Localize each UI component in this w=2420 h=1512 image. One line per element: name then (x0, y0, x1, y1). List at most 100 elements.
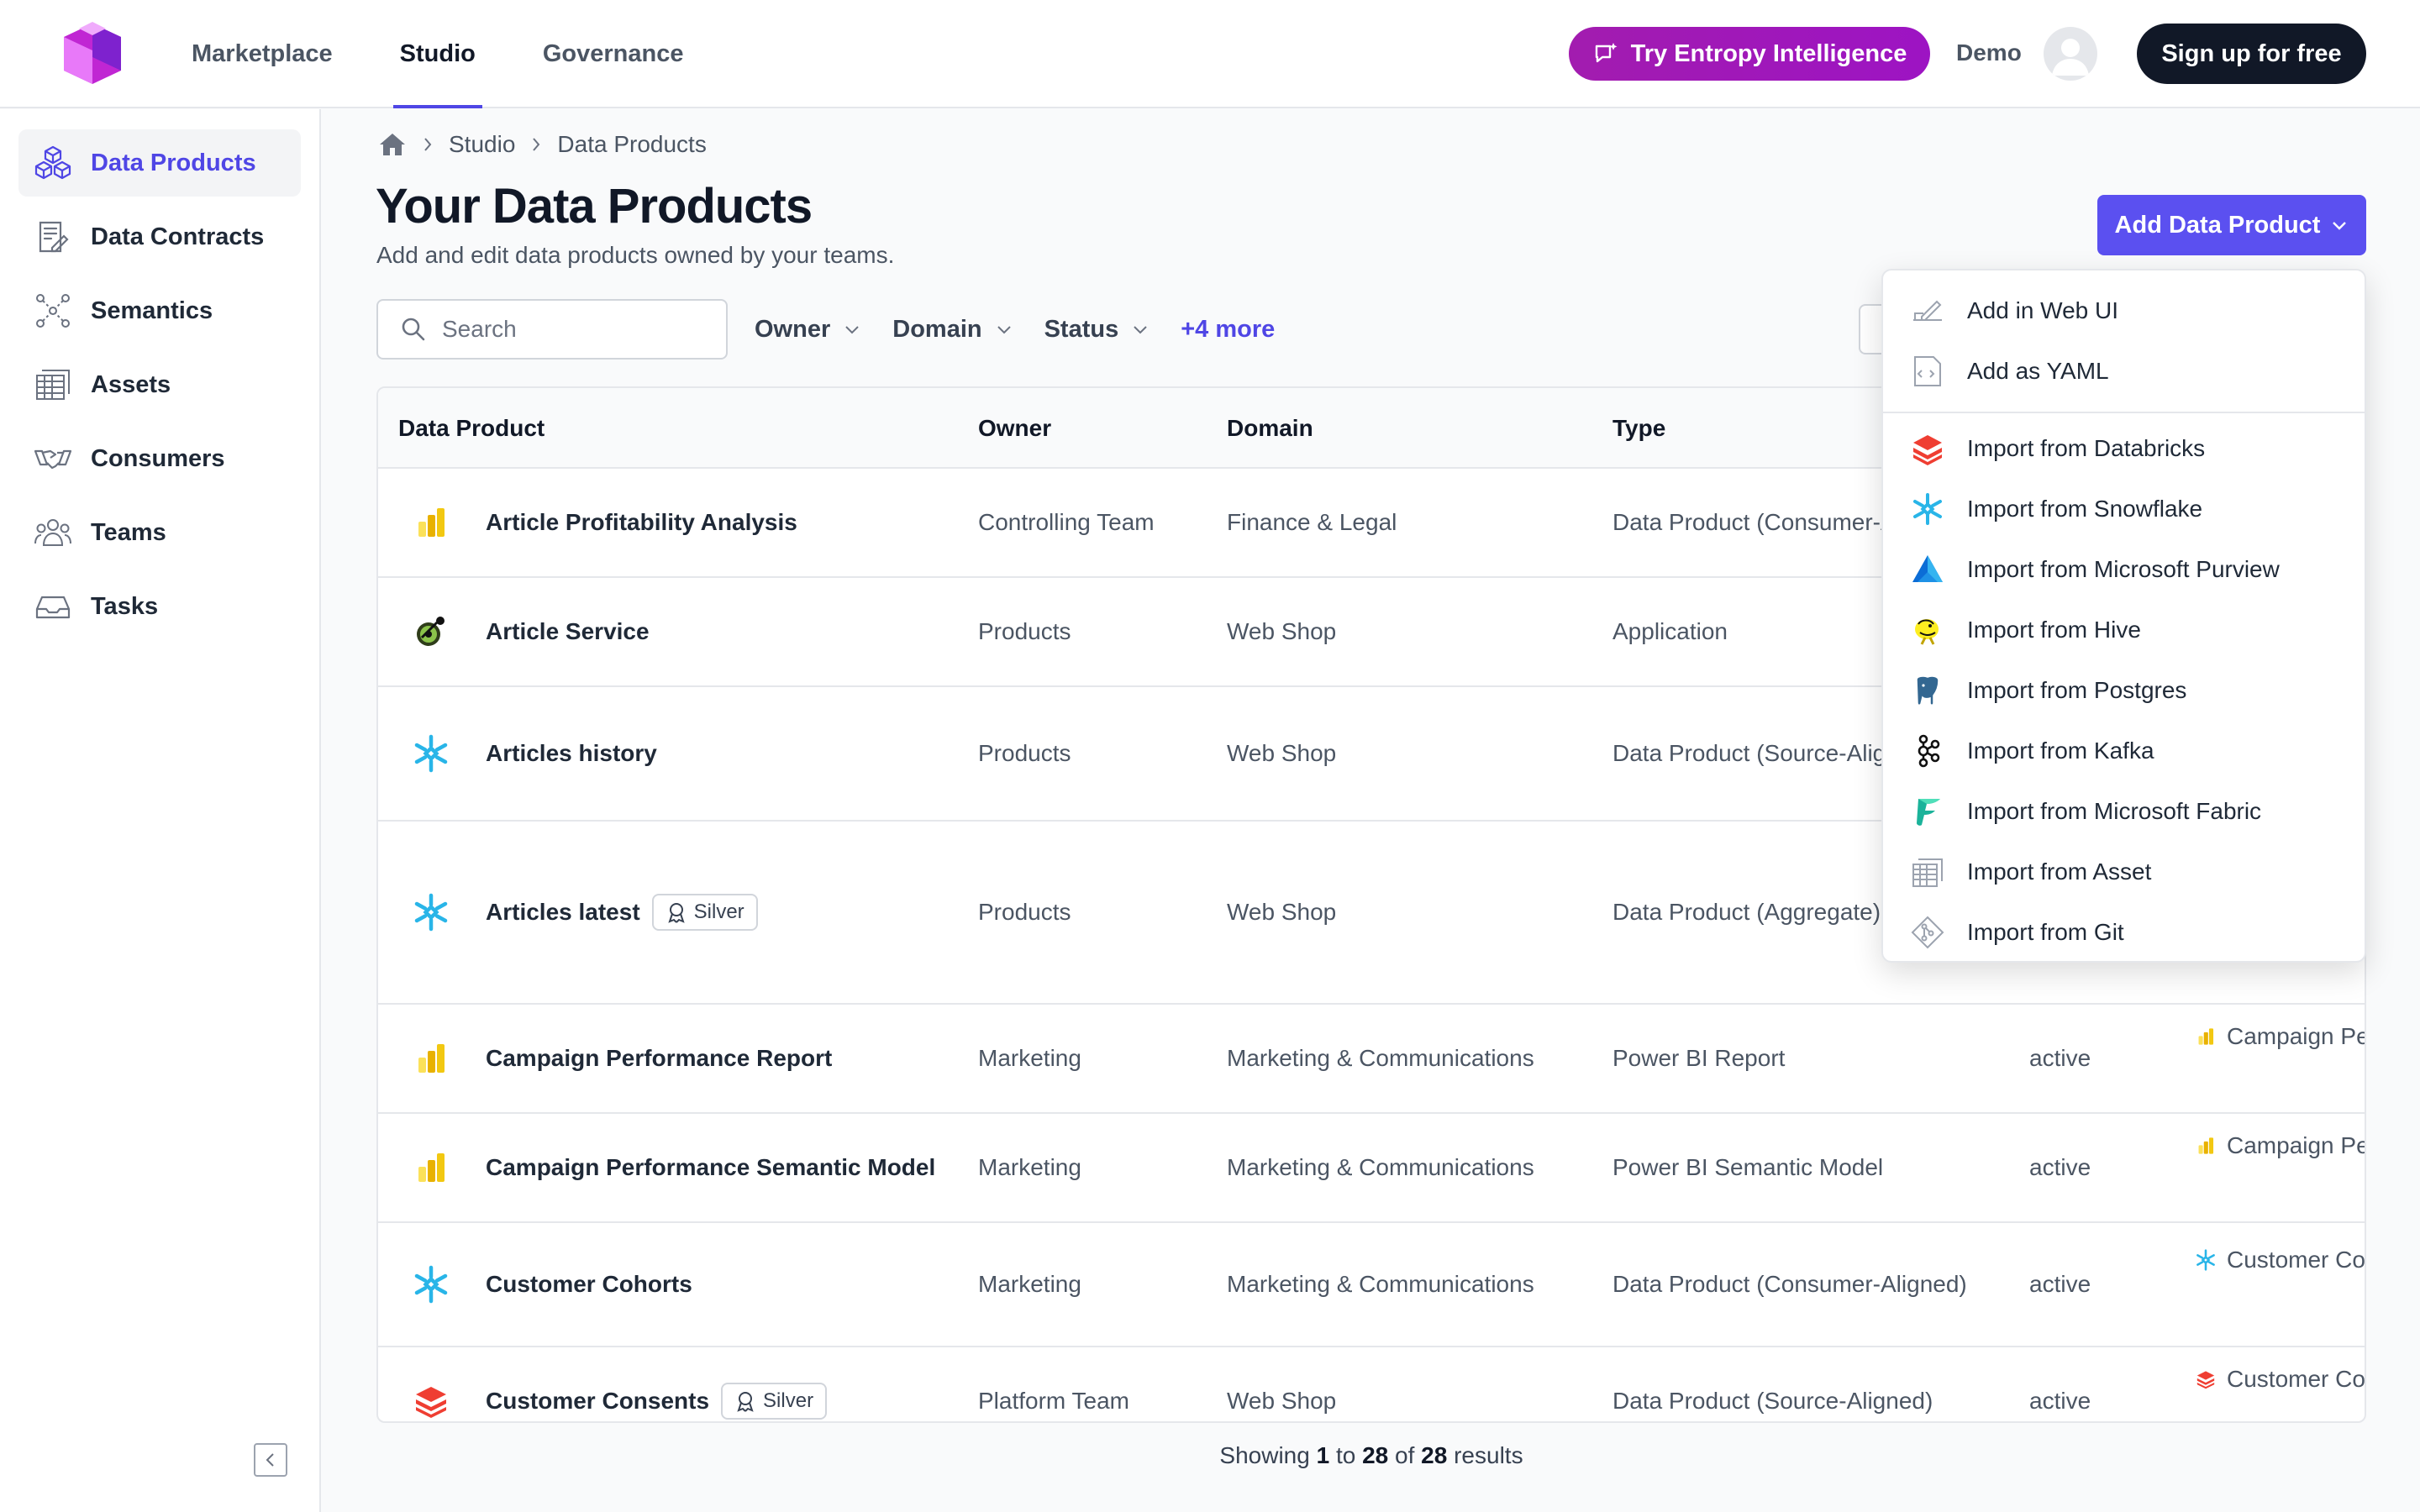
data-product-name[interactable]: Customer Cohorts (486, 1223, 692, 1346)
purview-icon (1912, 555, 1943, 582)
table-row[interactable]: Campaign Performance Semantic Model Marke… (378, 1114, 2365, 1223)
table-row[interactable]: Article Service Products Web Shop Applicati… (378, 578, 2365, 687)
sidebar-item-tasks[interactable]: Tasks (18, 573, 301, 640)
contract-icon (39, 221, 69, 253)
data-product-name[interactable]: Article Service (486, 578, 650, 685)
results-of-word: of (1395, 1442, 1415, 1468)
search-box (376, 299, 728, 360)
sidebar-item-data-contracts[interactable]: Data Contracts (18, 203, 301, 270)
owner-cell: Platform Team (978, 1388, 1129, 1414)
product-name-text: Articles history (486, 740, 657, 766)
kafka-icon (1918, 734, 1940, 768)
sidebar-item-semantics[interactable]: Semantics (18, 277, 301, 344)
linked-asset-cell[interactable]: Customer Consents (2195, 1347, 2365, 1412)
snowflake-icon (414, 1265, 448, 1304)
try-entropy-intelligence-button[interactable]: Try Entropy Intelligence (1569, 27, 1930, 81)
table-icon (36, 370, 70, 400)
award-icon (668, 903, 685, 923)
owner-cell: Marketing (978, 1271, 1081, 1297)
table-row[interactable]: Articles latest Silver Products Web Shop Dat… (378, 822, 2365, 1005)
table-row[interactable]: Customer Cohorts Marketing Marketing & Com… (378, 1223, 2365, 1347)
breadcrumb-studio[interactable]: Studio (449, 131, 516, 157)
column-header-data-product[interactable]: Data Product (398, 415, 545, 441)
nav-studio[interactable]: Studio (392, 0, 483, 108)
column-header-domain[interactable]: Domain (1227, 415, 1313, 441)
product-name-text: Articles latest (486, 899, 640, 925)
sign-up-button[interactable]: Sign up for free (2137, 24, 2366, 84)
menu-item-import-git[interactable]: Import from Git (1883, 902, 2365, 963)
entropy-logo-icon[interactable] (57, 17, 128, 91)
award-icon (737, 1392, 754, 1412)
domain-cell: Marketing & Communications (1227, 1154, 1534, 1180)
linked-asset-cell[interactable]: Campaign Performance (2195, 1005, 2365, 1069)
menu-item-import-asset[interactable]: Import from Asset (1883, 842, 2365, 902)
sidebar-item-consumers[interactable]: Consumers (18, 425, 301, 492)
data-product-name[interactable]: Articles latest Silver (486, 822, 758, 1003)
data-product-name[interactable]: Articles history (486, 687, 657, 820)
results-prefix: Showing (1219, 1442, 1310, 1468)
filter-status[interactable]: Status (1044, 316, 1150, 344)
column-header-owner[interactable]: Owner (978, 415, 1052, 441)
handshake-icon (34, 449, 72, 470)
data-product-name[interactable]: Campaign Performance Semantic Model (486, 1114, 935, 1221)
chevron-right-icon (533, 138, 540, 151)
snowflake-icon (2196, 1249, 2215, 1271)
sidebar-item-assets[interactable]: Assets (18, 351, 301, 418)
menu-item-label: Add as YAML (1967, 358, 2109, 384)
menu-item-import-kafka[interactable]: Import from Kafka (1883, 721, 2365, 781)
chevron-down-icon (845, 326, 859, 334)
menu-item-add-yaml[interactable]: Add as YAML (1883, 341, 2365, 402)
avatar[interactable] (2044, 27, 2097, 81)
collapse-sidebar-button[interactable] (254, 1443, 287, 1477)
menu-item-add-web-ui[interactable]: Add in Web UI (1883, 281, 2365, 341)
breadcrumb-data-products[interactable]: Data Products (557, 131, 707, 157)
table-row[interactable]: Campaign Performance Report Marketing Mark… (378, 1005, 2365, 1114)
menu-item-import-databricks[interactable]: Import from Databricks (1883, 418, 2365, 479)
snowflake-icon (414, 893, 448, 932)
sidebar-item-label: Tasks (91, 592, 159, 620)
nav-governance[interactable]: Governance (542, 40, 684, 67)
menu-item-import-hive[interactable]: Import from Hive (1883, 600, 2365, 660)
domain-cell: Marketing & Communications (1227, 1271, 1534, 1297)
inbox-icon (35, 596, 71, 619)
search-input[interactable] (442, 316, 694, 343)
domain-cell: Web Shop (1227, 1388, 1337, 1414)
page-title: Your Data Products (376, 179, 813, 234)
more-filters-link[interactable]: +4 more (1181, 315, 1276, 343)
menu-item-label: Import from Databricks (1967, 435, 2206, 461)
data-product-name[interactable]: Article Profitability Analysis (486, 469, 797, 576)
menu-item-import-fabric[interactable]: Import from Microsoft Fabric (1883, 781, 2365, 842)
menu-item-import-snowflake[interactable]: Import from Snowflake (1883, 479, 2365, 539)
linked-asset-cell[interactable]: Campaign Performance (2195, 1114, 2365, 1179)
filter-domain[interactable]: Domain (892, 316, 1012, 344)
quality-badge: Silver (651, 894, 758, 931)
sidebar-item-label: Teams (91, 518, 166, 546)
home-icon[interactable] (378, 131, 407, 158)
sidebar-item-data-products[interactable]: Data Products (18, 129, 301, 197)
table-row[interactable]: Customer Consents Silver Platform Team Web … (378, 1347, 2365, 1421)
snowflake-icon (414, 734, 448, 773)
type-cell: Power BI Report (1612, 1045, 1786, 1071)
column-header-type[interactable]: Type (1612, 415, 1666, 441)
data-product-name[interactable]: Customer Consents Silver (486, 1347, 828, 1421)
search-icon (402, 318, 425, 341)
menu-item-import-postgres[interactable]: Import from Postgres (1883, 660, 2365, 721)
badge-label: Silver (763, 1389, 814, 1412)
sidebar-item-teams[interactable]: Teams (18, 499, 301, 566)
owner-cell: Products (978, 899, 1071, 925)
filter-label: Domain (892, 315, 982, 343)
menu-item-label: Import from Snowflake (1967, 496, 2203, 522)
table-row[interactable]: Articles history Products Web Shop Data Pro… (378, 687, 2365, 822)
owner-cell: Products (978, 618, 1071, 644)
menu-item-import-purview[interactable]: Import from Microsoft Purview (1883, 539, 2365, 600)
type-cell: Data Product (Source-Aligned) (1612, 740, 1933, 766)
menu-item-label: Import from Postgres (1967, 677, 2187, 703)
add-data-product-button[interactable]: Add Data Product (2097, 195, 2366, 255)
owner-cell: Controlling Team (978, 509, 1155, 535)
linked-asset-cell[interactable]: Customer Cohorts (2195, 1223, 2365, 1297)
filter-owner[interactable]: Owner (755, 316, 860, 344)
graph-icon (36, 294, 70, 328)
git-icon (1911, 916, 1944, 949)
nav-marketplace[interactable]: Marketplace (192, 40, 333, 67)
data-product-name[interactable]: Campaign Performance Report (486, 1005, 832, 1112)
